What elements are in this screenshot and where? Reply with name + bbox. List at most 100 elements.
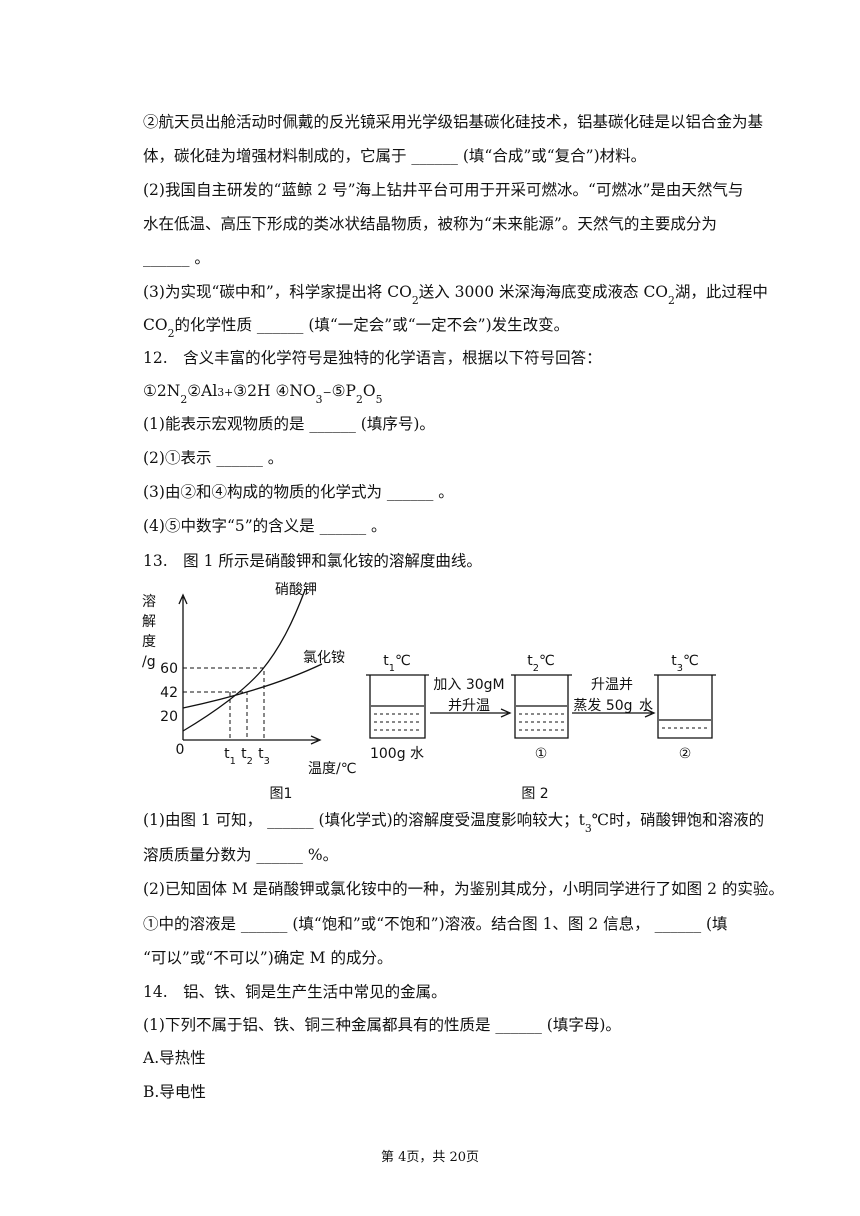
text-line: 13. 图 1 所示是硝酸钾和氯化铵的溶解度曲线。 bbox=[143, 552, 482, 570]
text-line: ①2N2②Al3+③2H ④NO3−⑤P2O5 bbox=[143, 382, 383, 406]
text-run: O bbox=[363, 382, 376, 400]
y-tick-label: 60 bbox=[160, 661, 178, 677]
liquid-surface bbox=[371, 705, 711, 721]
text-line: CO2的化学性质 ______ (填“一定会”或“一定不会”)发生改变。 bbox=[143, 316, 569, 340]
text-line: B.导电性 bbox=[143, 1083, 206, 1101]
text-run: ①中的溶液是 ______ (填“饱和”或“不饱和”)溶液。结合图 1、图 2 … bbox=[143, 915, 728, 933]
subscript: 2 bbox=[668, 294, 675, 307]
step-label: 水 bbox=[639, 698, 653, 714]
text-run: (3)由②和④构成的物质的化学式为 ______ 。 bbox=[143, 483, 454, 501]
subscript: 2 bbox=[412, 294, 419, 307]
text-line: (1)能表示宏观物质的是 ______ (填序号)。 bbox=[143, 415, 435, 433]
x-tick-label: t3 bbox=[258, 746, 270, 767]
y-axis-label: 度 bbox=[142, 634, 156, 650]
text-run: CO bbox=[143, 316, 168, 334]
text-run: 湖，此过程中 bbox=[675, 283, 768, 301]
text-line: “可以”或“不可以”)确定 M 的成分。 bbox=[143, 949, 392, 967]
temperature-label: t1℃ bbox=[383, 653, 410, 674]
origin-label: 0 bbox=[176, 742, 185, 758]
figure-1-axes bbox=[178, 589, 323, 745]
temperature-label: t2℃ bbox=[527, 653, 554, 674]
text-run: (2)已知固体 M 是硝酸钾或氯化铵中的一种，为鉴别其成分，小明同学进行了如图 … bbox=[143, 880, 784, 898]
beaker bbox=[511, 674, 572, 739]
text-run: t bbox=[527, 653, 533, 669]
text-run: t bbox=[258, 746, 264, 762]
text-run: “可以”或“不可以”)确定 M 的成分。 bbox=[143, 949, 392, 967]
x-tick-label: t2 bbox=[241, 746, 253, 767]
subscript: 2 bbox=[180, 393, 187, 406]
text-run: (2)我国自主研发的“蓝鲸 2 号”海上钻井平台可用于开采可燃冰。“可燃冰”是由… bbox=[143, 181, 743, 199]
text-run: ℃ bbox=[539, 653, 555, 669]
beaker-label: ② bbox=[679, 746, 692, 762]
subscript: 1 bbox=[389, 663, 395, 674]
text-line: (3)为实现“碳中和”，科学家提出将 CO2送入 3000 米深海海底变成液态 … bbox=[143, 283, 768, 307]
text-line: (3)由②和④构成的物质的化学式为 ______ 。 bbox=[143, 483, 454, 501]
beaker-label: ① bbox=[535, 746, 548, 762]
step-label: 加入 30gM bbox=[433, 677, 504, 693]
text-line: (1)下列不属于铝、铁、铜三种金属都具有的性质是 ______ (填字母)。 bbox=[143, 1016, 621, 1034]
y-axis-label: 解 bbox=[142, 614, 156, 630]
text-run: t bbox=[671, 653, 677, 669]
step-label: 并升温 bbox=[448, 698, 490, 714]
text-run: (1)能表示宏观物质的是 ______ (填序号)。 bbox=[143, 415, 435, 433]
text-run: 13. 图 1 所示是硝酸钾和氯化铵的溶解度曲线。 bbox=[143, 552, 482, 570]
y-tick-label: 20 bbox=[160, 709, 178, 725]
figure-caption: 图1 bbox=[270, 786, 293, 802]
text-run: 12. 含义丰富的化学符号是独特的化学语言，根据以下符号回答： bbox=[143, 349, 602, 367]
text-line: (2)已知固体 M 是硝酸钾或氯化铵中的一种，为鉴别其成分，小明同学进行了如图 … bbox=[143, 880, 784, 898]
text-run: ℃ bbox=[683, 653, 699, 669]
curve-label: 硝酸钾 bbox=[275, 582, 317, 598]
x-axis-label: 温度/℃ bbox=[308, 761, 356, 777]
kno3-curve bbox=[182, 589, 306, 732]
subscript: 3 bbox=[264, 756, 270, 767]
superscript: − bbox=[323, 386, 332, 399]
subscript: 2 bbox=[247, 756, 253, 767]
text-run: (3)为实现“碳中和”，科学家提出将 CO bbox=[143, 283, 412, 301]
text-line: (4)⑤中数字“5”的含义是 ______ 。 bbox=[143, 517, 387, 535]
beaker bbox=[366, 674, 429, 739]
text-run: 水在低温、高压下形成的类冰状结晶物质，被称为“未来能源”。天然气的主要成分为 bbox=[143, 215, 717, 233]
text-line: 12. 含义丰富的化学符号是独特的化学语言，根据以下符号回答： bbox=[143, 349, 602, 367]
nh4cl-curve bbox=[182, 663, 323, 709]
text-run: (4)⑤中数字“5”的含义是 ______ 。 bbox=[143, 517, 387, 535]
text-run: (1)下列不属于铝、铁、铜三种金属都具有的性质是 ______ (填字母)。 bbox=[143, 1016, 621, 1034]
beaker bbox=[654, 674, 716, 739]
text-run: ②Al bbox=[187, 382, 217, 400]
text-run: (1)由图 1 可知， ______ (填化学式)的溶解度受温度影响较大；t bbox=[143, 811, 586, 829]
text-run: 体，碳化硅为增强材料制成的，它属于 ______ (填“合成”或“复合”)材料。 bbox=[143, 147, 646, 165]
text-run: ℃时，硝酸钾饱和溶液的 bbox=[592, 811, 764, 829]
text-line: A.导热性 bbox=[142, 1049, 206, 1067]
text-run: ______ 。 bbox=[143, 249, 210, 267]
text-line: ②航天员出舱活动时佩戴的反光镜采用光学级铝基碳化硅技术，铝基碳化硅是以铝合金为基 bbox=[143, 112, 763, 131]
text-run: t bbox=[224, 746, 230, 762]
text-run: t bbox=[241, 746, 247, 762]
text-run: ③2H ④NO bbox=[233, 382, 315, 400]
subscript: 2 bbox=[533, 663, 539, 674]
y-axis-label: 溶 bbox=[142, 594, 156, 610]
text-line: ①中的溶液是 ______ (填“饱和”或“不饱和”)溶液。结合图 1、图 2 … bbox=[143, 915, 728, 933]
text-line: ______ 。 bbox=[143, 249, 210, 267]
subscript: 1 bbox=[230, 756, 236, 767]
step-label: 蒸发 50g bbox=[573, 698, 632, 714]
subscript: 3 bbox=[677, 663, 683, 674]
arrows bbox=[430, 708, 656, 718]
temperature-label: t3℃ bbox=[671, 653, 698, 674]
curve-label: 氯化铵 bbox=[303, 650, 345, 666]
text-line: (2)我国自主研发的“蓝鲸 2 号”海上钻井平台可用于开采可燃冰。“可燃冰”是由… bbox=[143, 181, 743, 199]
text-run: (2)①表示 ______ 。 bbox=[143, 449, 283, 467]
text-run: t bbox=[383, 653, 389, 669]
x-tick-label: t1 bbox=[224, 746, 236, 767]
text-line: 14. 铝、铁、铜是生产生活中常见的金属。 bbox=[143, 983, 447, 1001]
text-line: (1)由图 1 可知， ______ (填化学式)的溶解度受温度影响较大；t3℃… bbox=[143, 811, 764, 835]
subscript: 2 bbox=[356, 393, 363, 406]
text-run: A.导热性 bbox=[142, 1049, 206, 1067]
x-axis bbox=[183, 735, 322, 745]
text-line: 溶质质量分数为 ______ %。 bbox=[143, 846, 338, 864]
text-run: ℃ bbox=[395, 653, 411, 669]
text-line: (2)①表示 ______ 。 bbox=[143, 449, 283, 467]
step-label: 升温并 bbox=[591, 677, 633, 693]
text-run: 溶质质量分数为 ______ %。 bbox=[143, 846, 338, 864]
figure-2-drawing bbox=[366, 674, 716, 739]
